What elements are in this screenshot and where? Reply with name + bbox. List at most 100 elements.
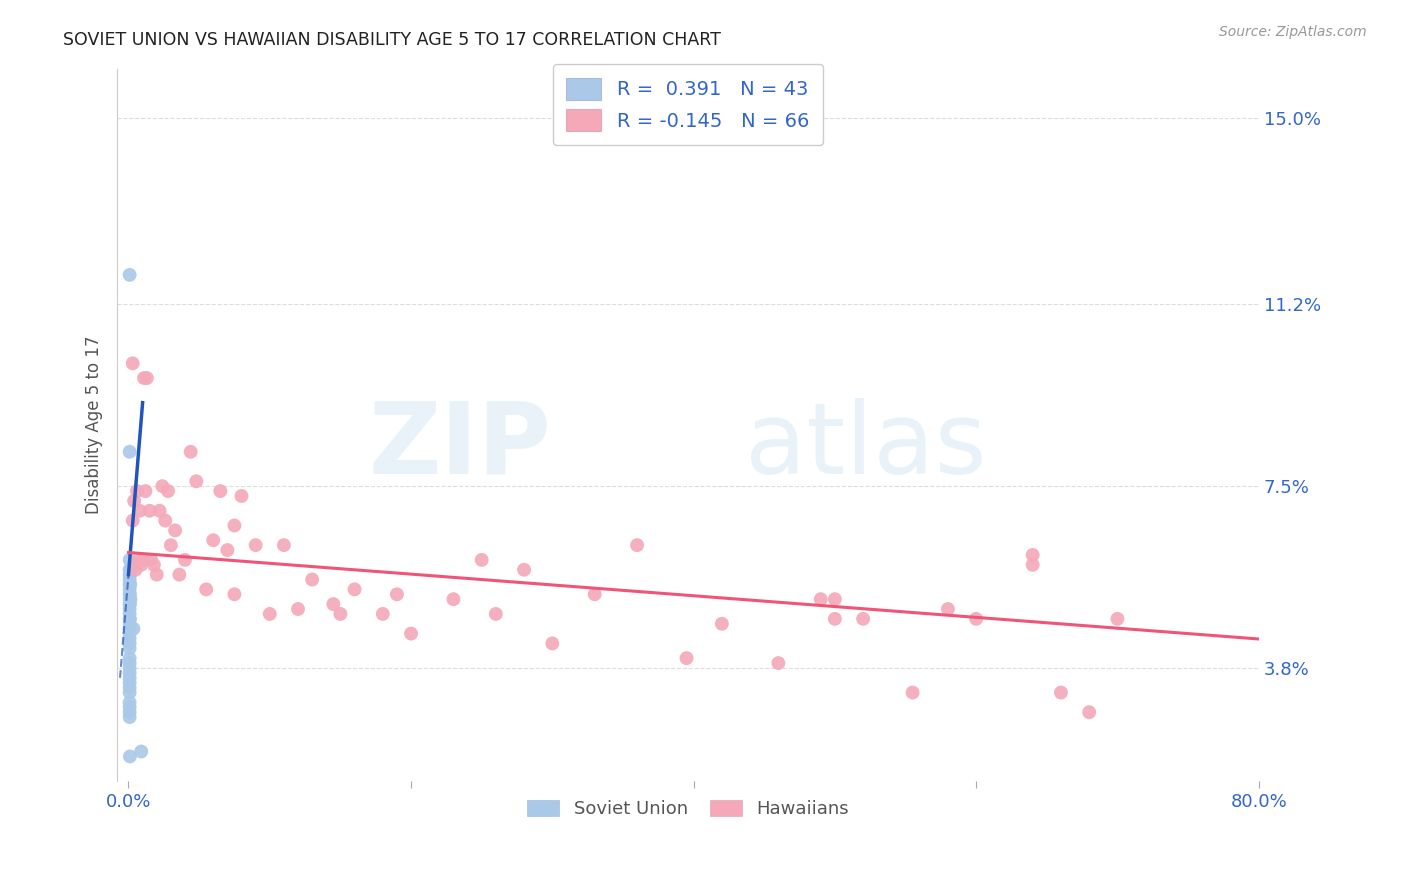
Point (118, 582, 141, 597)
Point (583, 587, 606, 601)
Point (139, 553, 162, 567)
Point (329, 607, 352, 621)
Point (231, 489, 253, 503)
Point (852, 612, 875, 626)
Point (118, 587, 141, 601)
Point (118, 592, 141, 607)
Point (118, 675, 141, 690)
Point (1021, 548, 1043, 562)
Point (217, 543, 239, 558)
Point (118, 567, 141, 582)
Point (1107, 612, 1129, 626)
Point (322, 597, 344, 611)
Point (148, 504, 170, 518)
Point (118, 685, 141, 699)
Point (118, 607, 141, 621)
Point (209, 484, 232, 499)
Point (118, 577, 141, 591)
Point (118, 626, 141, 640)
Point (118, 563, 141, 577)
Point (399, 626, 422, 640)
Point (287, 602, 309, 616)
Point (273, 538, 295, 552)
Point (118, 705, 141, 719)
Point (118, 671, 141, 685)
Point (245, 538, 267, 552)
Point (118, 612, 141, 626)
Point (135, 371, 157, 385)
Point (371, 607, 394, 621)
Y-axis label: Disability Age 5 to 17: Disability Age 5 to 17 (86, 335, 103, 514)
Text: SOVIET UNION VS HAWAIIAN DISABILITY AGE 5 TO 17 CORRELATION CHART: SOVIET UNION VS HAWAIIAN DISABILITY AGE … (63, 31, 721, 49)
Point (118, 661, 141, 675)
Point (118, 622, 141, 636)
Point (125, 484, 148, 499)
Point (174, 553, 197, 567)
Point (118, 573, 141, 587)
Point (901, 685, 924, 699)
Point (810, 592, 832, 607)
Legend: Soviet Union, Hawaiians: Soviet Union, Hawaiians (520, 793, 856, 825)
Point (118, 641, 141, 656)
Point (186, 475, 208, 489)
Point (118, 665, 141, 680)
Point (118, 651, 141, 665)
Point (710, 616, 733, 631)
Point (195, 582, 218, 597)
Point (824, 592, 846, 607)
Point (134, 484, 156, 499)
Point (1078, 705, 1101, 719)
Point (138, 504, 160, 518)
Point (259, 607, 281, 621)
Point (145, 567, 167, 582)
Point (122, 622, 145, 636)
Point (118, 268, 141, 282)
Point (118, 612, 141, 626)
Point (385, 587, 408, 601)
Point (118, 681, 141, 695)
Point (169, 567, 191, 582)
Point (1021, 558, 1043, 572)
Point (768, 656, 790, 670)
Point (485, 607, 508, 621)
Point (129, 558, 152, 572)
Text: atlas: atlas (745, 398, 987, 495)
Point (118, 695, 141, 709)
Point (122, 494, 145, 508)
Point (202, 533, 225, 548)
Point (441, 592, 464, 607)
Point (118, 616, 141, 631)
Text: ZIP: ZIP (368, 398, 551, 495)
Point (965, 612, 987, 626)
Point (675, 651, 697, 665)
Point (118, 636, 141, 650)
Point (127, 553, 149, 567)
Point (165, 524, 187, 538)
Point (121, 514, 143, 528)
Text: Source: ZipAtlas.com: Source: ZipAtlas.com (1219, 25, 1367, 39)
Point (118, 444, 141, 458)
Point (541, 636, 564, 650)
Point (343, 582, 366, 597)
Point (180, 444, 202, 458)
Point (118, 656, 141, 670)
Point (118, 700, 141, 714)
Point (824, 612, 846, 626)
Point (129, 745, 152, 759)
Point (155, 514, 177, 528)
Point (132, 371, 155, 385)
Point (131, 553, 153, 567)
Point (301, 573, 323, 587)
Point (224, 518, 246, 533)
Point (1050, 685, 1073, 699)
Point (118, 710, 141, 724)
Point (118, 632, 141, 646)
Point (118, 567, 141, 582)
Point (118, 597, 141, 611)
Point (471, 553, 494, 567)
Point (120, 577, 142, 591)
Point (118, 597, 141, 611)
Point (224, 587, 246, 601)
Point (128, 504, 150, 518)
Point (120, 592, 142, 607)
